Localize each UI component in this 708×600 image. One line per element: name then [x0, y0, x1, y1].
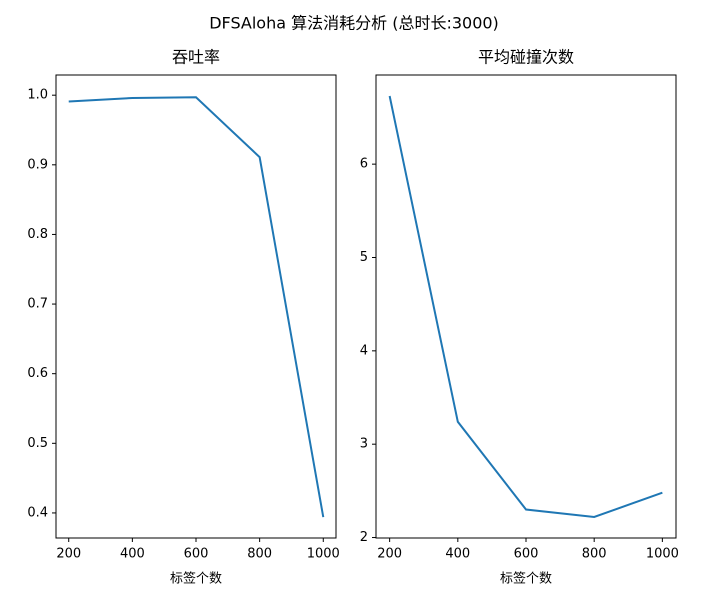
axes-frame — [375, 74, 677, 539]
y-tick-label: 0.8 — [27, 227, 48, 242]
x-axis-label: 标签个数 — [500, 571, 552, 587]
x-tick-label: 1000 — [646, 547, 679, 562]
x-tick-label: 400 — [445, 547, 470, 562]
subplot-title: 吞吐率 — [172, 48, 220, 67]
x-tick-label: 200 — [377, 547, 402, 562]
x-tick-label: 400 — [120, 547, 145, 562]
line-series — [68, 96, 325, 518]
subplot-title: 平均碰撞次数 — [478, 48, 574, 67]
line-series — [388, 95, 663, 519]
y-tick-label: 2 — [360, 530, 368, 545]
y-tick-label: 6 — [360, 157, 368, 172]
y-tick-label: 4 — [360, 343, 368, 358]
y-tick-label: 0.9 — [27, 157, 48, 172]
axes-frame — [55, 74, 337, 539]
y-tick-label: 0.4 — [27, 505, 48, 520]
x-tick-label: 200 — [56, 547, 81, 562]
y-tick-label: 0.5 — [27, 436, 48, 451]
x-tick-label: 800 — [247, 547, 272, 562]
y-tick-label: 3 — [360, 437, 368, 452]
x-axis-label: 标签个数 — [170, 571, 222, 587]
figure-title: DFSAloha 算法消耗分析 (总时长:3000) — [209, 14, 499, 33]
x-tick-label: 600 — [514, 547, 539, 562]
y-tick-label: 1.0 — [27, 88, 48, 103]
x-tick-label: 1000 — [307, 547, 340, 562]
y-tick-label: 5 — [360, 250, 368, 265]
y-tick-label: 0.7 — [27, 297, 48, 312]
y-tick-label: 0.6 — [27, 366, 48, 381]
x-tick-label: 800 — [582, 547, 607, 562]
x-tick-label: 600 — [184, 547, 209, 562]
